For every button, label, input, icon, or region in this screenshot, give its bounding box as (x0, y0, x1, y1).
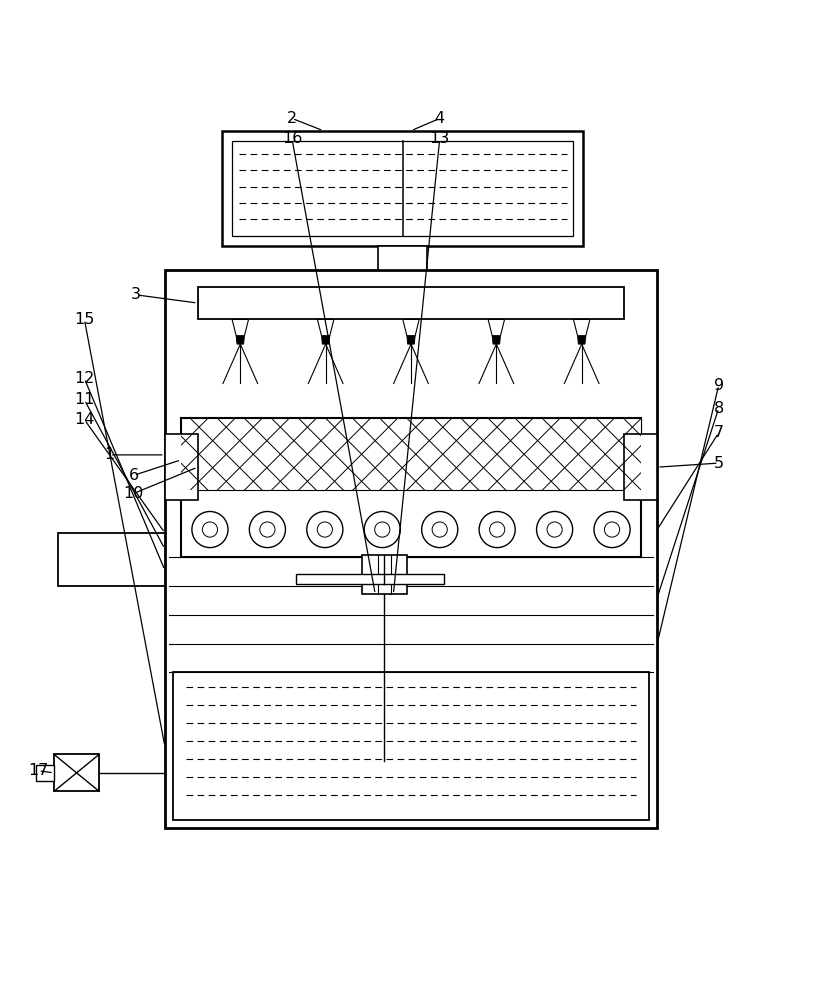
Polygon shape (488, 319, 505, 336)
Text: 7: 7 (713, 425, 724, 440)
Text: 6: 6 (128, 468, 139, 483)
Bar (362, 555, 407, 594)
Text: 11: 11 (74, 392, 95, 407)
Bar (378, 246, 427, 270)
Bar (165, 434, 197, 500)
Polygon shape (492, 336, 501, 344)
Bar (197, 287, 625, 319)
Bar (222, 131, 584, 246)
Bar (181, 418, 641, 557)
Text: 1: 1 (104, 447, 115, 462)
Polygon shape (578, 336, 586, 344)
Bar (54, 754, 99, 791)
Text: 4: 4 (435, 111, 445, 126)
Polygon shape (407, 336, 415, 344)
Text: 2: 2 (287, 111, 297, 126)
Bar (58, 533, 165, 586)
Polygon shape (321, 336, 330, 344)
Bar (181, 418, 641, 490)
Polygon shape (232, 319, 248, 336)
Text: 5: 5 (713, 456, 724, 471)
Text: 13: 13 (430, 131, 450, 146)
Bar (173, 672, 649, 820)
Text: 3: 3 (131, 287, 141, 302)
Bar (165, 270, 657, 828)
Text: 14: 14 (74, 412, 95, 427)
Text: 17: 17 (28, 763, 48, 778)
Text: 15: 15 (74, 312, 95, 327)
Polygon shape (403, 319, 419, 336)
Bar (296, 574, 444, 584)
Text: 10: 10 (123, 486, 144, 501)
Polygon shape (574, 319, 590, 336)
Text: 16: 16 (282, 131, 302, 146)
Bar (232, 141, 574, 236)
Polygon shape (236, 336, 244, 344)
Polygon shape (317, 319, 334, 336)
Bar (36, 765, 54, 781)
Text: 9: 9 (713, 378, 724, 393)
Bar (625, 434, 657, 500)
Text: 8: 8 (713, 401, 724, 416)
Text: 12: 12 (74, 371, 95, 386)
